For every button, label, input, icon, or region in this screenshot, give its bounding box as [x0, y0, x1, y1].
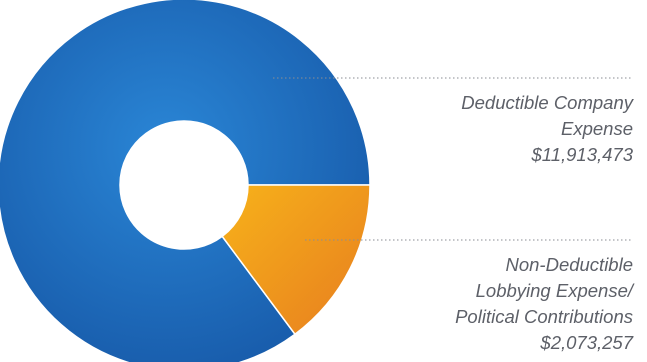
slice-value-label: $2,073,257: [540, 332, 633, 353]
slice-non-deductible: [221, 184, 371, 336]
slice-value-label: $11,913,473: [531, 144, 633, 165]
slice-label-deductible: Deductible Company Expense $11,913,473: [461, 90, 633, 168]
slice-label-line: Deductible Company: [461, 92, 633, 113]
slice-label-line: Non-Deductible: [505, 254, 633, 275]
slice-label-line: Political Contributions: [455, 306, 633, 327]
slice-deductible: [0, 0, 371, 362]
slice-label-line: Lobbying Expense/: [475, 280, 633, 301]
slice-label-line: Expense: [561, 118, 633, 139]
slice-label-non-deductible: Non-Deductible Lobbying Expense/ Politic…: [455, 252, 633, 356]
